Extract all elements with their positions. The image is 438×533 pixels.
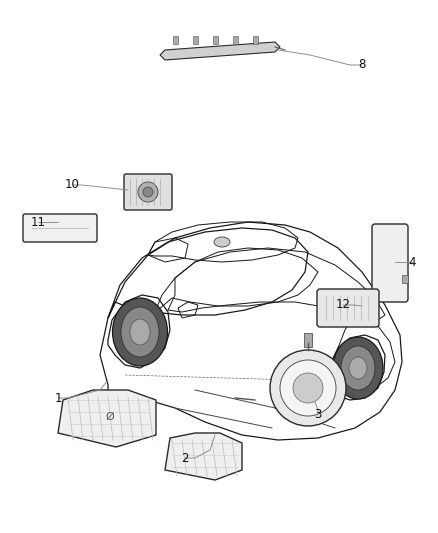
Text: 2: 2: [181, 451, 189, 464]
Bar: [193, 36, 198, 44]
Circle shape: [293, 373, 323, 403]
Text: 1: 1: [54, 392, 62, 405]
Text: 10: 10: [64, 179, 79, 191]
Text: Ø: Ø: [106, 412, 114, 422]
Circle shape: [143, 187, 153, 197]
Polygon shape: [165, 433, 242, 480]
Ellipse shape: [113, 298, 167, 366]
Bar: [253, 36, 258, 44]
Bar: [213, 36, 218, 44]
Ellipse shape: [341, 346, 375, 390]
Bar: [304, 333, 312, 347]
Bar: [233, 36, 238, 44]
Ellipse shape: [214, 237, 230, 247]
Bar: [173, 36, 178, 44]
Bar: [402, 275, 408, 283]
Circle shape: [138, 182, 158, 202]
FancyBboxPatch shape: [317, 289, 379, 327]
FancyBboxPatch shape: [23, 214, 97, 242]
Circle shape: [270, 350, 346, 426]
Ellipse shape: [349, 357, 367, 379]
Ellipse shape: [130, 319, 150, 345]
Ellipse shape: [333, 337, 383, 399]
Text: 12: 12: [336, 298, 350, 311]
Text: 4: 4: [408, 255, 416, 269]
FancyBboxPatch shape: [124, 174, 172, 210]
FancyBboxPatch shape: [372, 224, 408, 302]
Circle shape: [280, 360, 336, 416]
Polygon shape: [58, 390, 156, 447]
Text: 3: 3: [314, 408, 321, 422]
Text: 8: 8: [358, 59, 366, 71]
Polygon shape: [160, 42, 280, 60]
Text: 11: 11: [31, 215, 46, 229]
Ellipse shape: [121, 307, 159, 357]
